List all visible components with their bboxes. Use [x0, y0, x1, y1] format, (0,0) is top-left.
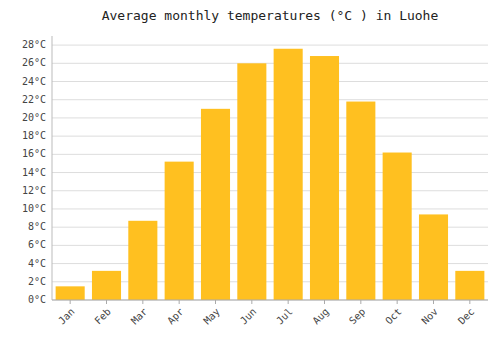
y-tick-label: 18°C: [22, 130, 46, 141]
bar: [92, 271, 121, 300]
x-tick-label: Dec: [456, 306, 477, 327]
y-tick-label: 26°C: [22, 57, 46, 68]
x-tick: [251, 300, 252, 304]
x-tick: [469, 300, 470, 304]
y-tick-label: 8°C: [28, 221, 46, 232]
x-tick: [324, 300, 325, 304]
x-tick-label: May: [201, 306, 222, 327]
y-tick-label: 14°C: [22, 167, 46, 178]
bar: [455, 271, 484, 300]
x-tick: [142, 300, 143, 304]
bar: [56, 286, 85, 300]
x-axis-line: [52, 300, 488, 301]
bar: [383, 153, 412, 300]
y-tick-label: 16°C: [22, 148, 46, 159]
x-tick: [70, 300, 71, 304]
x-tick-label: Mar: [129, 306, 150, 327]
chart-container: 0°C 2°C 4°C 6°C 8°C 10°C 12°C 14°C 16°C 18°C 20°C 2…: [0, 0, 500, 350]
title: Average monthly temperatures (°C ) in Lu…: [102, 8, 439, 23]
grid-line: [52, 63, 488, 64]
x-tick-label: Sep: [347, 306, 368, 327]
grid-line: [52, 190, 488, 191]
y-tick-label: 0°C: [28, 294, 46, 305]
y-tick-label: 12°C: [22, 185, 46, 196]
grid-line: [52, 99, 488, 100]
grid-line: [52, 81, 488, 82]
x-tick-label: Nov: [419, 306, 440, 327]
bar: [274, 49, 303, 300]
y-tick-label: 2°C: [28, 276, 46, 287]
x-tick-label: Apr: [165, 306, 186, 327]
grid-line: [52, 117, 488, 118]
grid-line: [52, 300, 488, 301]
bar: [237, 63, 266, 300]
grid-line: [52, 172, 488, 173]
chart: 0°C 2°C 4°C 6°C 8°C 10°C 12°C 14°C 16°C 18°C 20°C 2…: [0, 0, 500, 350]
bar: [419, 214, 448, 300]
x-tick: [360, 300, 361, 304]
y-tick-label: 24°C: [22, 76, 46, 87]
bar: [310, 56, 339, 300]
bar: [346, 102, 375, 300]
y-tick-label: 20°C: [22, 112, 46, 123]
y-tick-label: 4°C: [28, 258, 46, 269]
grid-line: [52, 136, 488, 137]
x-tick: [433, 300, 434, 304]
x-tick-label: Jun: [238, 306, 259, 327]
x-tick: [106, 300, 107, 304]
bar: [128, 221, 157, 300]
y-tick-label: 10°C: [22, 203, 46, 214]
grid-line: [52, 45, 488, 46]
y-tick-label: 6°C: [28, 239, 46, 250]
x-tick-label: Jul: [274, 306, 295, 327]
x-tick-label: Oct: [383, 306, 404, 327]
bars: [56, 49, 485, 300]
y-axis-line: [52, 36, 53, 300]
y-tick-label: 28°C: [22, 39, 46, 50]
x-tick: [215, 300, 216, 304]
grid-line: [52, 154, 488, 155]
x-tick-label: Aug: [310, 306, 331, 327]
x-tick: [288, 300, 289, 304]
x-tick: [179, 300, 180, 304]
x-tick-label: Feb: [92, 306, 113, 327]
grid: [52, 45, 488, 300]
grid-line: [52, 208, 488, 209]
x-tick-label: Jan: [56, 306, 77, 327]
bar: [201, 109, 230, 300]
y-tick-label: 22°C: [22, 94, 46, 105]
x-tick: [397, 300, 398, 304]
bar: [165, 162, 194, 300]
